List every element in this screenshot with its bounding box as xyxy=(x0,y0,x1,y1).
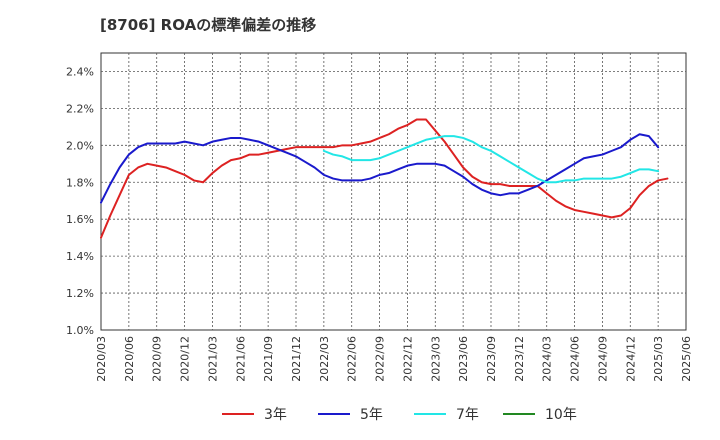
y-tick-label: 1.8% xyxy=(66,176,94,189)
y-tick-label: 2.0% xyxy=(66,139,94,152)
x-tick-label: 2025/03 xyxy=(652,336,665,382)
x-tick-label: 2021/06 xyxy=(234,336,247,382)
y-tick-label: 1.0% xyxy=(66,324,94,337)
legend-label-1: 5年 xyxy=(360,407,383,423)
series-line-2 xyxy=(322,135,660,184)
x-tick-label: 2024/03 xyxy=(541,336,554,382)
x-tick-label: 2024/09 xyxy=(596,336,609,382)
y-tick-label: 1.4% xyxy=(66,250,94,263)
chart-title: [8706] ROAの標準偏差の推移 xyxy=(100,16,317,34)
x-tick-label: 2022/06 xyxy=(346,336,359,382)
x-axis: 2020/03 2020/06 2020/09 2020/12 2021/03 2021/… xyxy=(95,336,693,382)
x-tick-label: 2021/09 xyxy=(262,336,275,382)
x-tick-label: 2025/06 xyxy=(680,336,693,382)
series-line-1 xyxy=(100,133,660,204)
x-tick-label: 2024/06 xyxy=(569,336,582,382)
x-tick-label: 2021/12 xyxy=(290,336,303,382)
x-tick-label: 2022/12 xyxy=(401,336,414,382)
y-tick-label: 1.2% xyxy=(66,287,94,300)
legend-label-0: 3年 xyxy=(264,407,287,423)
x-tick-label: 2023/03 xyxy=(429,336,442,382)
x-tick-label: 2020/06 xyxy=(123,336,136,382)
plot-area xyxy=(100,52,687,331)
x-tick-label: 2020/12 xyxy=(179,336,192,382)
x-tick-label: 2023/06 xyxy=(457,336,470,382)
x-tick-label: 2024/12 xyxy=(624,336,637,382)
x-tick-label: 2020/03 xyxy=(95,336,108,382)
legend-label-2: 7年 xyxy=(456,407,479,423)
x-tick-label: 2022/09 xyxy=(374,336,387,382)
x-tick-label: 2021/03 xyxy=(206,336,219,382)
y-tick-label: 1.6% xyxy=(66,213,94,226)
y-axis: 1.0% 1.2% 1.4% 1.6% 1.8% 2.0% 2.2% 2.4% xyxy=(66,65,94,337)
x-tick-label: 2022/03 xyxy=(318,336,331,382)
legend: 3年 5年 7年 10年 xyxy=(222,407,577,423)
plot-frame xyxy=(100,52,687,331)
y-tick-label: 2.2% xyxy=(66,102,94,115)
y-tick-label: 2.4% xyxy=(66,65,94,78)
series-layer xyxy=(100,118,669,239)
x-tick-label: 2023/09 xyxy=(485,336,498,382)
legend-label-3: 10年 xyxy=(545,407,577,423)
series-line-0 xyxy=(100,118,669,239)
x-tick-label: 2023/12 xyxy=(513,336,526,382)
x-tick-label: 2020/09 xyxy=(151,336,164,382)
